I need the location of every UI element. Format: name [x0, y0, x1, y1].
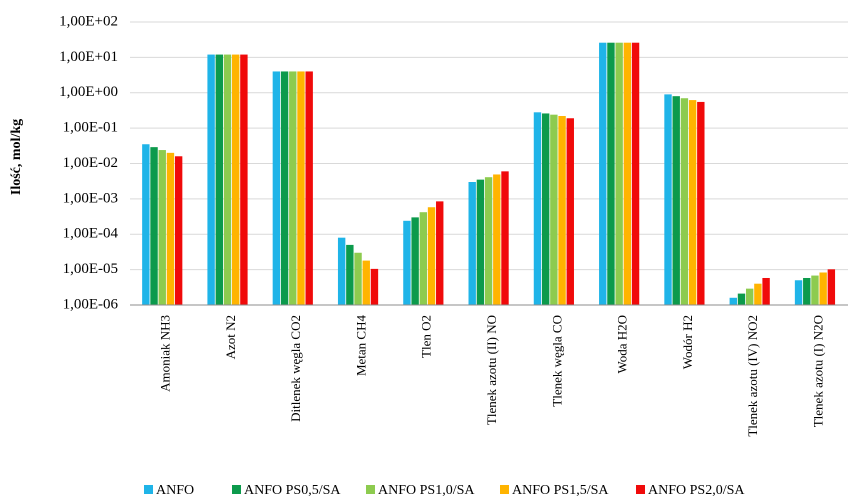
bar [346, 244, 354, 305]
bar [566, 118, 574, 305]
bar [207, 54, 215, 305]
bar [819, 272, 827, 305]
x-tick-label: Wodór H2 [680, 315, 695, 369]
y-tick-label: 1,00E+02 [59, 13, 118, 29]
bar [664, 94, 672, 306]
bar [289, 71, 297, 305]
bar [403, 220, 411, 305]
bar [550, 114, 558, 306]
legend-label: ANFO PS0,5/SA [244, 483, 341, 498]
bar [436, 201, 444, 305]
bar [411, 217, 419, 305]
bar [745, 288, 754, 305]
bar [468, 182, 476, 305]
bar [174, 156, 183, 305]
bar [688, 100, 697, 305]
x-axis-tick-labels: Amoniak NH3 Azot N2 Ditlenek węgla CO2 Meta… [158, 315, 826, 437]
bar [607, 42, 615, 305]
x-tick-label: Tlen O2 [419, 315, 434, 358]
bar [672, 96, 680, 306]
bar [427, 207, 436, 305]
bar [370, 268, 379, 305]
bar [305, 71, 313, 305]
bar [697, 101, 705, 306]
bar [150, 147, 158, 305]
bar [232, 54, 240, 305]
bar [297, 71, 305, 305]
y-tick-label: 1,00E+01 [59, 49, 118, 65]
x-tick-label: Tlenek azotu (II) NO [484, 315, 499, 425]
bar [484, 177, 493, 305]
bars [142, 42, 836, 306]
bar [762, 277, 770, 305]
bar [827, 269, 836, 305]
bar [599, 42, 607, 305]
bar [754, 283, 762, 305]
y-tick-label: 1,00E-06 [63, 296, 119, 312]
bar [476, 179, 485, 305]
x-tick-label: Amoniak NH3 [158, 315, 173, 392]
bar [354, 252, 362, 305]
x-tick-label: Tlenek węgla CO [549, 315, 564, 407]
y-tick-label: 1,00E-03 [63, 190, 118, 206]
x-tick-label: Ditlenek węgla CO2 [288, 315, 303, 422]
bar [631, 42, 640, 305]
bar [615, 42, 623, 305]
y-tick-label: 1,00E+00 [59, 84, 118, 100]
y-tick-label: 1,00E-05 [63, 261, 118, 277]
x-tick-label: Metan CH4 [353, 315, 368, 377]
y-tick-label: 1,00E-04 [63, 226, 119, 242]
legend-swatch [636, 485, 645, 494]
bar [737, 293, 746, 305]
legend-swatch [144, 485, 153, 494]
legend-label: ANFO [156, 483, 194, 498]
bar [142, 144, 150, 305]
y-tick-label: 1,00E-01 [63, 120, 118, 136]
bar [680, 98, 689, 305]
legend-label: ANFO PS1,0/SA [378, 483, 475, 498]
legend-label: ANFO PS2,0/SA [648, 483, 745, 498]
bar [419, 212, 428, 305]
bar [223, 54, 232, 305]
bar [558, 116, 566, 305]
bar [533, 112, 542, 305]
bar [794, 280, 803, 305]
bar [493, 174, 501, 305]
bar [272, 71, 281, 305]
bar [811, 275, 819, 305]
bar [362, 260, 370, 305]
bar [803, 277, 811, 305]
legend: ANFO ANFO PS0,5/SA ANFO PS1,0/SA ANFO PS1,5… [144, 483, 745, 498]
legend-label: ANFO PS1,5/SA [512, 483, 609, 498]
bar [240, 54, 248, 305]
legend-swatch [500, 485, 509, 494]
bar [166, 152, 175, 305]
x-tick-label: Woda H2O [614, 315, 629, 374]
x-tick-label: Tlenek azotu (IV) NO2 [745, 315, 760, 437]
x-tick-label: Tlenek azotu (I) N2O [810, 315, 825, 427]
y-axis-label: Ilość, mol/kg [9, 119, 24, 195]
bar [337, 237, 346, 305]
y-axis-tick-labels: 1,00E+02 1,00E+01 1,00E+00 1,00E-01 1,00E-02… [59, 13, 118, 312]
bar [541, 113, 550, 305]
x-tick-label: Azot N2 [223, 315, 238, 359]
legend-swatch [366, 485, 375, 494]
y-tick-label: 1,00E-02 [63, 155, 118, 171]
bar [623, 42, 632, 305]
bar [729, 297, 737, 305]
legend-swatch [232, 485, 241, 494]
bar [158, 150, 166, 305]
bar [215, 54, 224, 305]
bar [280, 71, 289, 305]
bar [501, 171, 509, 305]
